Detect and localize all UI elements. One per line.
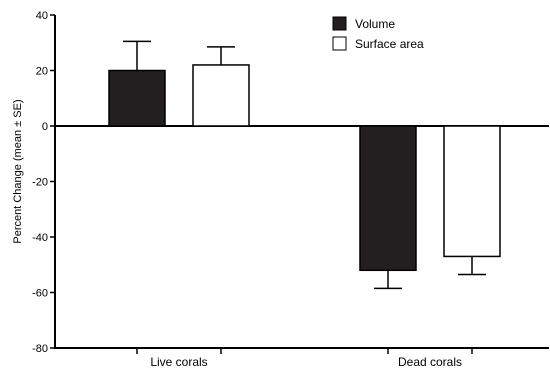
- x-ticks: Live corals Dead corals: [136, 348, 473, 369]
- bar-volume-dead-corals: [359, 125, 417, 272]
- y-tick-label: 0: [42, 121, 48, 133]
- legend-swatch-surface-area: [332, 36, 347, 51]
- y-tick-label: -20: [32, 177, 48, 189]
- x-tick-label: Live corals: [150, 355, 207, 369]
- y-axis-title: Percent Change (mean ± SE): [12, 99, 24, 243]
- y-tick-label: 20: [36, 66, 48, 78]
- x-tick-label: Dead corals: [398, 355, 462, 369]
- y-tick-label: 40: [36, 10, 48, 22]
- legend-label-volume: Volume: [355, 17, 395, 31]
- bar-volume-live-corals: [108, 69, 166, 127]
- legend-swatch-volume: [332, 16, 347, 31]
- y-tick-label: -40: [32, 232, 48, 244]
- legend-label-surface-area: Surface area: [355, 37, 424, 51]
- y-axis: 40 20 0 -20 -40 -60 -80 Percent Change (mean ±…: [12, 10, 56, 355]
- y-ticks: 40 20 0 -20 -40 -60 -80: [32, 10, 55, 355]
- y-tick-label: -60: [32, 288, 48, 300]
- bar-surface-area-live-corals: [192, 64, 250, 127]
- x-axis: Live corals Dead corals: [55, 347, 549, 369]
- bar-surface-area-dead-corals: [443, 125, 501, 258]
- bars: [108, 40, 501, 290]
- legend: Volume Surface area: [332, 16, 424, 51]
- y-tick-label: -80: [32, 343, 48, 355]
